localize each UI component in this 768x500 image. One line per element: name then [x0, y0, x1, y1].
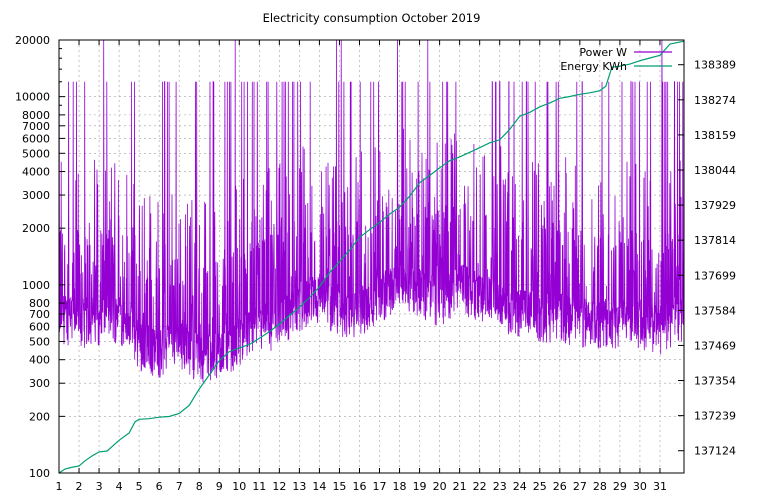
y2-tick-label: 137814	[694, 234, 736, 247]
y2-tick-label: 137584	[694, 304, 736, 317]
x-tick-label: 24	[513, 480, 527, 493]
x-tick-label: 17	[373, 480, 387, 493]
x-tick-label: 2	[76, 480, 83, 493]
y-tick-label: 400	[29, 354, 50, 367]
x-tick-label: 1	[56, 480, 63, 493]
y2-tick-label: 138389	[694, 59, 736, 72]
legend-label: Power W	[579, 46, 627, 59]
y-tick-label: 100	[29, 467, 50, 480]
x-tick-label: 16	[352, 480, 366, 493]
y-tick-label: 7000	[22, 120, 50, 133]
x-tick-label: 23	[493, 480, 507, 493]
energy-series	[58, 40, 685, 474]
x-tick-label: 3	[96, 480, 103, 493]
x-tick-label: 11	[252, 480, 266, 493]
x-tick-label: 29	[613, 480, 627, 493]
y-tick-label: 600	[29, 321, 50, 334]
y-tick-label: 300	[29, 377, 50, 390]
x-tick-label: 14	[312, 480, 326, 493]
y2-tick-label: 137699	[694, 269, 736, 282]
x-tick-label: 12	[272, 480, 286, 493]
x-tick-label: 30	[633, 480, 647, 493]
x-tick-label: 20	[433, 480, 447, 493]
x-tick-label: 9	[216, 480, 223, 493]
power-series	[58, 39, 685, 383]
x-tick-label: 7	[176, 480, 183, 493]
y-tick-label: 200	[29, 410, 50, 423]
y-tick-label: 8000	[22, 109, 50, 122]
x-tick-label: 22	[473, 480, 487, 493]
y-tick-label: 4000	[22, 166, 50, 179]
x-tick-label: 21	[453, 480, 467, 493]
x-tick-label: 26	[553, 480, 567, 493]
y-tick-label: 1000	[22, 279, 50, 292]
chart-title: Electricity consumption October 2019	[263, 11, 481, 25]
y2-tick-label: 138044	[694, 164, 736, 177]
y-tick-label: 10000	[15, 91, 50, 104]
x-tick-label: 5	[136, 480, 143, 493]
x-tick-label: 6	[156, 480, 163, 493]
x-tick-label: 19	[413, 480, 427, 493]
x-tick-label: 4	[116, 480, 123, 493]
x-tick-label: 28	[593, 480, 607, 493]
y2-tick-label: 137124	[694, 445, 736, 458]
power-line	[58, 39, 685, 383]
y2-tick-label: 137469	[694, 339, 736, 352]
y-tick-label: 500	[29, 335, 50, 348]
y2-tick-label: 137929	[694, 199, 736, 212]
x-tick-label: 10	[232, 480, 246, 493]
legend-label: Energy KWh	[560, 60, 627, 73]
y-tick-label: 3000	[22, 189, 50, 202]
y2-tick-label: 138159	[694, 129, 736, 142]
y-tick-label: 2000	[22, 222, 50, 235]
y-tick-label: 800	[29, 297, 50, 310]
y2-tick-label: 137239	[694, 410, 736, 423]
energy-line	[58, 40, 685, 474]
x-tick-label: 8	[196, 480, 203, 493]
y2-tick-label: 137354	[694, 375, 736, 388]
x-tick-label: 25	[533, 480, 547, 493]
plot-frame	[58, 39, 685, 474]
y-tick-label: 700	[29, 308, 50, 321]
y2-tick-label: 138274	[694, 94, 736, 107]
x-tick-label: 31	[653, 480, 667, 493]
x-tick-label: 18	[393, 480, 407, 493]
x-tick-label: 13	[292, 480, 306, 493]
y-tick-label: 20000	[15, 34, 50, 47]
ticks: 1 2 3 4 5 6 7 8 9 10 11 12 13 14 15 16 17 18 19 20 21 22 23 24 2…	[15, 34, 736, 493]
x-tick-label: 15	[332, 480, 346, 493]
y-tick-label: 5000	[22, 147, 50, 160]
x-tick-label: 27	[573, 480, 587, 493]
y-tick-label: 6000	[22, 132, 50, 145]
